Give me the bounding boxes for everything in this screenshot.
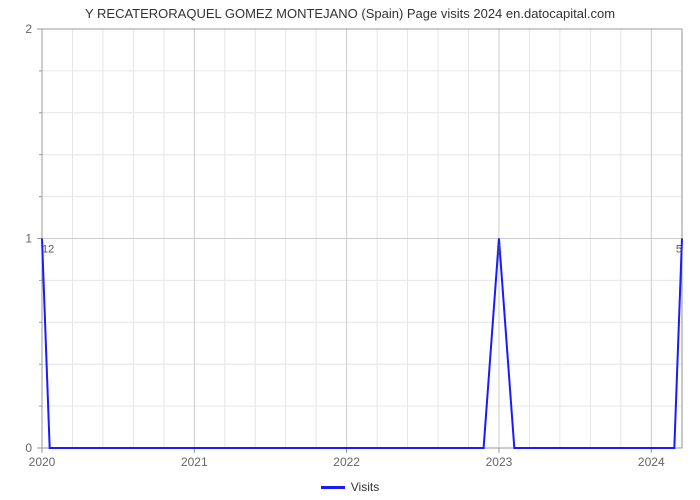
- svg-text:2024: 2024: [638, 455, 665, 469]
- svg-text:2023: 2023: [486, 455, 513, 469]
- svg-text:0: 0: [25, 441, 32, 455]
- svg-text:2: 2: [25, 23, 32, 36]
- svg-text:1: 1: [25, 232, 32, 246]
- legend-label: Visits: [351, 480, 379, 494]
- chart-container: 012202020212022202320241215: [0, 23, 700, 478]
- visits-line-chart: 012202020212022202320241215: [0, 23, 700, 478]
- svg-text:5: 5: [676, 244, 682, 256]
- chart-title: Y RECATERORAQUEL GOMEZ MONTEJANO (Spain)…: [0, 0, 700, 23]
- svg-text:2021: 2021: [181, 455, 208, 469]
- svg-text:1: 1: [496, 244, 502, 256]
- svg-text:2020: 2020: [29, 455, 56, 469]
- legend-swatch: [321, 486, 345, 489]
- chart-legend: Visits: [0, 478, 700, 494]
- svg-text:12: 12: [42, 244, 54, 256]
- svg-text:2022: 2022: [333, 455, 360, 469]
